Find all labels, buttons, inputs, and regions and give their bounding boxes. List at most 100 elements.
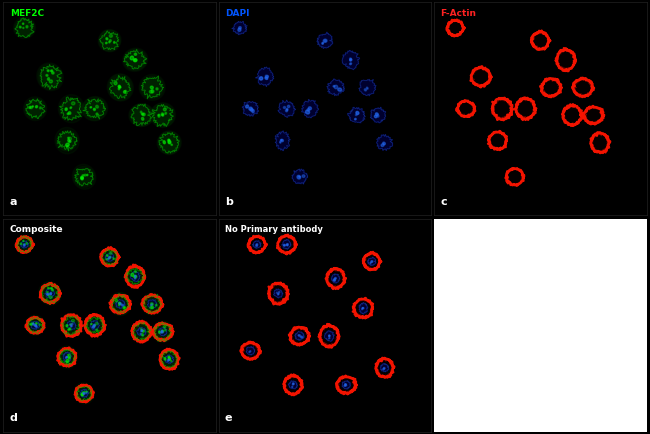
Ellipse shape [287,105,290,108]
Ellipse shape [109,41,110,43]
Ellipse shape [159,132,179,154]
Ellipse shape [120,303,121,305]
Ellipse shape [134,59,137,62]
Ellipse shape [70,107,72,108]
Ellipse shape [283,244,285,246]
Ellipse shape [109,74,132,101]
Text: F-Actin: F-Actin [440,9,476,18]
Text: No Primary antibody: No Primary antibody [225,225,323,234]
Ellipse shape [66,145,68,147]
Ellipse shape [82,394,83,396]
Ellipse shape [82,96,108,121]
Polygon shape [154,322,172,342]
Ellipse shape [48,294,49,296]
Polygon shape [248,236,266,253]
Ellipse shape [164,329,166,331]
Ellipse shape [91,324,92,325]
Ellipse shape [139,75,165,100]
Ellipse shape [140,328,142,330]
Polygon shape [57,348,76,366]
Polygon shape [83,99,105,119]
Ellipse shape [249,107,252,110]
Ellipse shape [256,244,257,245]
Ellipse shape [150,90,153,93]
Ellipse shape [82,394,83,395]
Ellipse shape [151,304,153,305]
Ellipse shape [356,114,358,115]
Ellipse shape [151,303,153,305]
Ellipse shape [68,329,70,330]
Polygon shape [61,315,80,335]
Polygon shape [60,97,81,120]
Ellipse shape [329,338,330,339]
Polygon shape [326,268,345,289]
Polygon shape [15,18,34,37]
Ellipse shape [142,113,144,115]
Ellipse shape [56,131,78,151]
Ellipse shape [98,30,121,51]
Ellipse shape [73,166,95,187]
Polygon shape [471,66,491,87]
Ellipse shape [17,237,32,251]
Polygon shape [240,342,261,360]
Ellipse shape [118,304,120,306]
Ellipse shape [130,104,153,126]
Ellipse shape [58,349,75,365]
Ellipse shape [164,358,166,360]
Ellipse shape [81,393,84,396]
Ellipse shape [55,128,79,154]
Ellipse shape [333,85,335,87]
Polygon shape [25,317,44,333]
Ellipse shape [255,245,257,247]
Text: c: c [440,197,447,207]
Ellipse shape [96,105,98,108]
Ellipse shape [14,19,34,37]
Polygon shape [294,332,304,340]
Polygon shape [283,375,303,395]
Ellipse shape [26,317,44,334]
Ellipse shape [132,322,151,341]
Ellipse shape [20,243,21,244]
Ellipse shape [94,108,96,110]
Ellipse shape [71,326,72,327]
Ellipse shape [123,307,125,309]
Ellipse shape [23,240,24,241]
Polygon shape [590,132,610,153]
Ellipse shape [124,306,125,308]
Ellipse shape [265,77,268,79]
Polygon shape [584,106,604,125]
Ellipse shape [142,113,145,116]
Polygon shape [531,31,550,50]
Polygon shape [76,386,92,401]
Ellipse shape [50,293,51,295]
Ellipse shape [39,324,40,326]
Polygon shape [125,265,145,288]
Ellipse shape [35,322,37,325]
Polygon shape [99,31,119,50]
Ellipse shape [83,391,84,393]
Ellipse shape [58,349,76,366]
Ellipse shape [72,164,96,189]
Polygon shape [506,168,524,186]
Ellipse shape [49,80,53,83]
Ellipse shape [94,324,96,326]
Ellipse shape [29,106,31,108]
Ellipse shape [49,296,52,299]
Ellipse shape [335,277,336,279]
Ellipse shape [99,30,120,52]
Ellipse shape [68,112,71,114]
Ellipse shape [297,175,301,179]
Ellipse shape [150,103,176,128]
Ellipse shape [47,287,49,289]
Ellipse shape [81,393,83,395]
Polygon shape [161,351,177,368]
Ellipse shape [124,91,126,93]
Ellipse shape [101,248,119,267]
Ellipse shape [109,293,131,316]
Polygon shape [268,283,289,305]
Ellipse shape [159,331,161,333]
Ellipse shape [168,141,171,144]
Ellipse shape [383,142,385,145]
Polygon shape [110,295,131,314]
Ellipse shape [94,108,96,111]
